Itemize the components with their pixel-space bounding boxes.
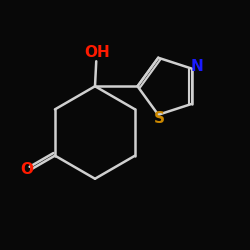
Text: O: O — [20, 162, 33, 177]
Text: N: N — [191, 58, 204, 74]
Text: S: S — [154, 111, 165, 126]
Text: OH: OH — [84, 45, 110, 60]
